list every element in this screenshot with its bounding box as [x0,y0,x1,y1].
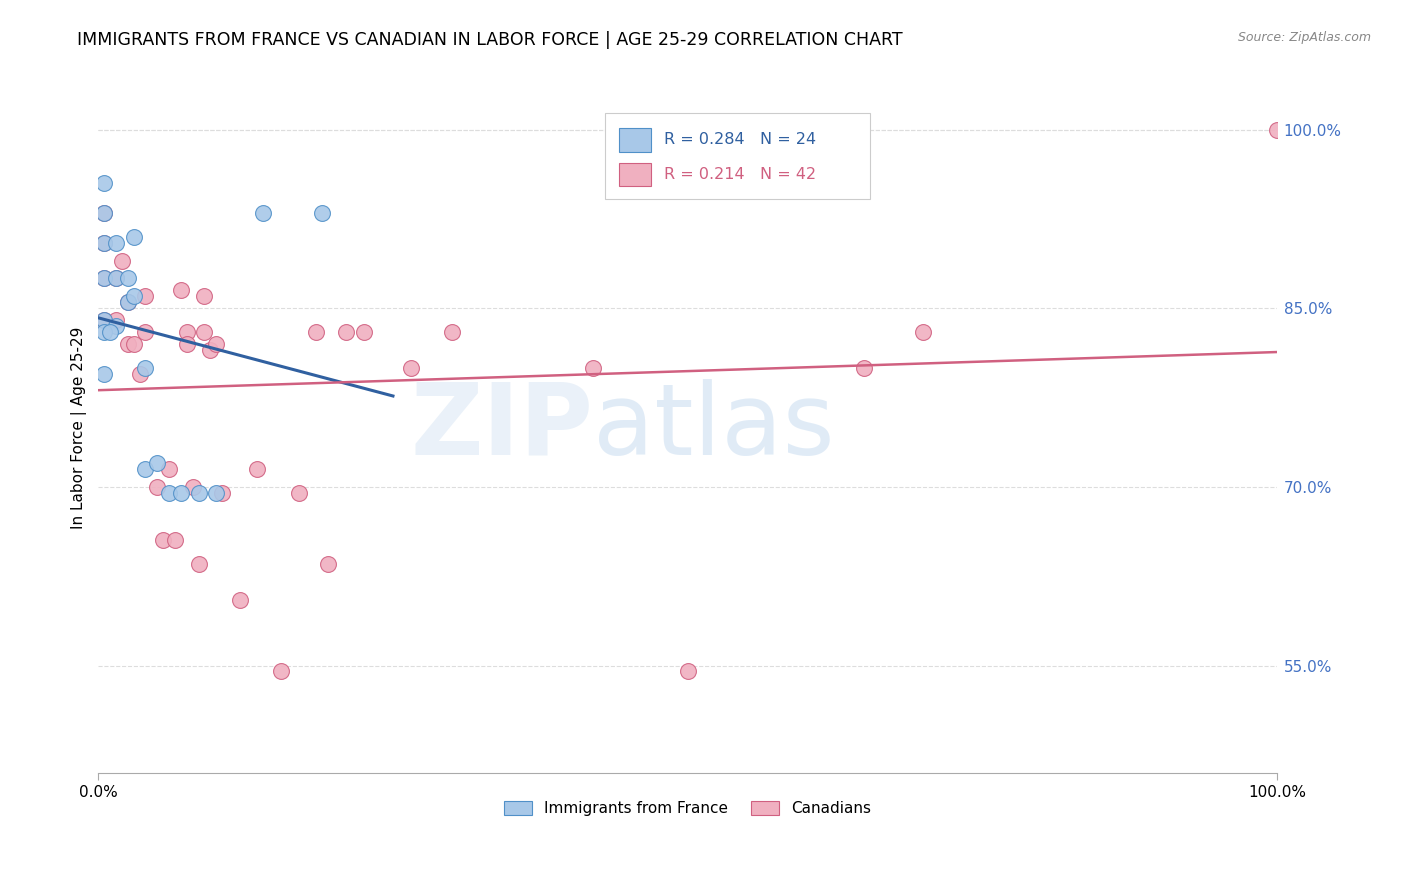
Point [205,337,228,351]
Point [582,360,605,375]
Point [117,295,139,310]
Point [93,313,115,327]
Point [146,456,169,470]
Point [93,206,115,220]
Point [252,206,274,220]
Text: ZIP: ZIP [411,379,593,475]
Point [399,360,422,375]
Point [122,229,145,244]
Point [853,360,876,375]
Point [98,325,121,339]
Point [676,665,699,679]
Point [117,295,139,310]
Point [93,271,115,285]
Text: R = 0.284   N = 24: R = 0.284 N = 24 [664,132,815,147]
Point [335,325,357,339]
Point [128,367,150,381]
Point [305,325,328,339]
Point [229,593,252,607]
Point [134,289,156,303]
Point [176,337,198,351]
Point [93,271,115,285]
Point [105,271,128,285]
Point [187,558,209,572]
Point [193,289,215,303]
Point [146,480,169,494]
Point [157,462,180,476]
Text: IMMIGRANTS FROM FRANCE VS CANADIAN IN LABOR FORCE | AGE 25-29 CORRELATION CHART: IMMIGRANTS FROM FRANCE VS CANADIAN IN LA… [77,31,903,49]
Text: R = 0.214   N = 42: R = 0.214 N = 42 [664,167,815,182]
Text: atlas: atlas [593,379,835,475]
Point [181,480,204,494]
Y-axis label: In Labor Force | Age 25-29: In Labor Force | Age 25-29 [72,326,87,528]
Point [134,325,156,339]
Point [187,485,209,500]
Point [316,558,339,572]
Point [93,313,115,327]
Point [134,462,156,476]
Point [353,325,375,339]
Point [440,325,463,339]
Legend: Immigrants from France, Canadians: Immigrants from France, Canadians [496,794,879,824]
FancyBboxPatch shape [605,113,870,199]
Point [287,485,309,500]
Point [152,533,174,548]
Point [93,235,115,250]
Point [246,462,269,476]
Point [122,337,145,351]
Point [93,206,115,220]
Point [93,325,115,339]
Point [211,485,233,500]
Point [311,206,333,220]
Point [1265,122,1288,136]
Point [176,325,198,339]
Point [157,485,180,500]
Point [105,313,128,327]
Point [105,235,128,250]
Point [105,319,128,334]
Text: Source: ZipAtlas.com: Source: ZipAtlas.com [1237,31,1371,45]
Point [200,343,222,357]
Point [134,360,156,375]
Point [205,485,228,500]
FancyBboxPatch shape [619,162,651,186]
Point [93,367,115,381]
Point [270,665,292,679]
Point [912,325,935,339]
Point [93,176,115,190]
Point [93,235,115,250]
FancyBboxPatch shape [619,128,651,152]
Point [117,271,139,285]
Point [170,485,193,500]
Point [163,533,186,548]
Point [193,325,215,339]
Point [111,253,134,268]
Point [105,271,128,285]
Point [122,289,145,303]
Point [117,337,139,351]
Point [170,283,193,297]
